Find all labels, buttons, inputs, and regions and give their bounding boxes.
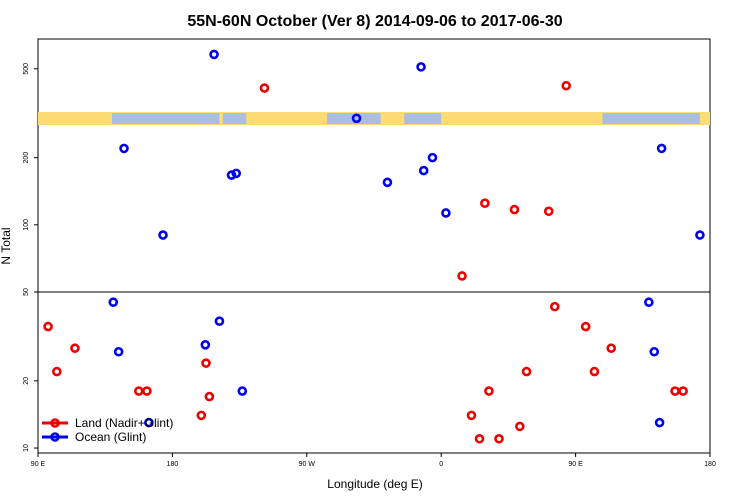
land-point <box>134 386 144 396</box>
land-point <box>70 343 80 354</box>
legend-land-label: Land (Nadir+Glint) <box>75 416 173 430</box>
ocean-point <box>214 316 225 327</box>
ocean-point <box>144 417 154 428</box>
ocean-point <box>418 165 429 176</box>
land-point <box>196 410 207 421</box>
x-tick-label: 180 <box>167 461 179 468</box>
land-point <box>515 421 525 432</box>
land-point <box>509 204 520 215</box>
x-tick-label: 90 W <box>299 461 316 468</box>
land-point <box>580 321 591 332</box>
land-point <box>142 386 152 396</box>
legend-ocean-marker <box>50 432 60 442</box>
ocean-point <box>441 208 451 218</box>
ocean-point <box>200 340 211 350</box>
land-point <box>480 198 490 208</box>
legend: Land (Nadir+Glint) Ocean (Glint) <box>42 416 173 444</box>
ocean-point <box>695 230 705 240</box>
ocean-point <box>351 113 362 124</box>
y-tick-label: 200 <box>23 152 30 164</box>
land-point <box>204 391 215 402</box>
map-ocean-1 <box>222 113 247 125</box>
ocean-point <box>649 346 660 357</box>
data-points <box>43 49 705 444</box>
world-map-band <box>38 112 710 126</box>
land-point <box>259 83 270 93</box>
ocean-point <box>231 168 242 179</box>
land-point <box>549 301 560 312</box>
x-axis-label: Longitude (deg E) <box>327 477 422 491</box>
ocean-point <box>654 417 665 428</box>
plot-frame <box>37 38 711 454</box>
ocean-point <box>644 297 654 308</box>
land-point <box>494 433 504 444</box>
land-point <box>670 386 680 396</box>
ocean-point <box>226 170 237 180</box>
ocean-point <box>209 49 219 60</box>
legend-ocean-label: Ocean (Glint) <box>75 430 146 444</box>
land-point <box>201 358 211 368</box>
land-point <box>561 80 571 91</box>
ocean-point <box>656 143 667 154</box>
ocean-point <box>416 62 426 72</box>
land-point <box>521 366 532 377</box>
map-ocean-3 <box>404 113 442 125</box>
y-axis: 10 20 50 100 200 500 <box>23 63 38 452</box>
land-point <box>678 386 688 396</box>
land-point <box>543 206 554 217</box>
y-tick-label: 20 <box>23 377 30 385</box>
land-point <box>52 366 62 377</box>
land-point <box>457 271 467 281</box>
x-axis: 90 E 180 90 W 0 90 E 180 <box>31 453 716 468</box>
ocean-point <box>113 346 124 357</box>
ocean-point <box>108 297 119 308</box>
ocean-point <box>119 143 129 154</box>
y-tick-label: 50 <box>23 288 30 296</box>
ocean-point <box>382 177 393 188</box>
y-tick-label: 500 <box>23 63 30 75</box>
ocean-point <box>427 152 438 163</box>
map-ocean-4 <box>602 113 700 125</box>
map-ocean-0 <box>111 113 220 125</box>
x-tick-label: 90 E <box>568 461 583 468</box>
x-tick-label: 90 E <box>31 461 46 468</box>
ocean-point <box>158 230 168 240</box>
land-point <box>606 343 617 354</box>
land-point <box>43 321 53 332</box>
land-point <box>484 386 494 396</box>
y-tick-label: 10 <box>23 444 30 452</box>
legend-land-marker <box>50 418 60 428</box>
y-tick-label: 100 <box>23 219 30 231</box>
land-point <box>589 366 600 377</box>
land-point <box>466 410 477 421</box>
land-point <box>474 433 485 444</box>
y-axis-label: N Total <box>0 227 13 264</box>
x-tick-label: 0 <box>439 461 443 468</box>
ocean-point <box>237 386 248 396</box>
x-tick-label: 180 <box>704 461 716 468</box>
chart-title: 55N-60N October (Ver 8) 2014-09-06 to 20… <box>187 13 562 30</box>
